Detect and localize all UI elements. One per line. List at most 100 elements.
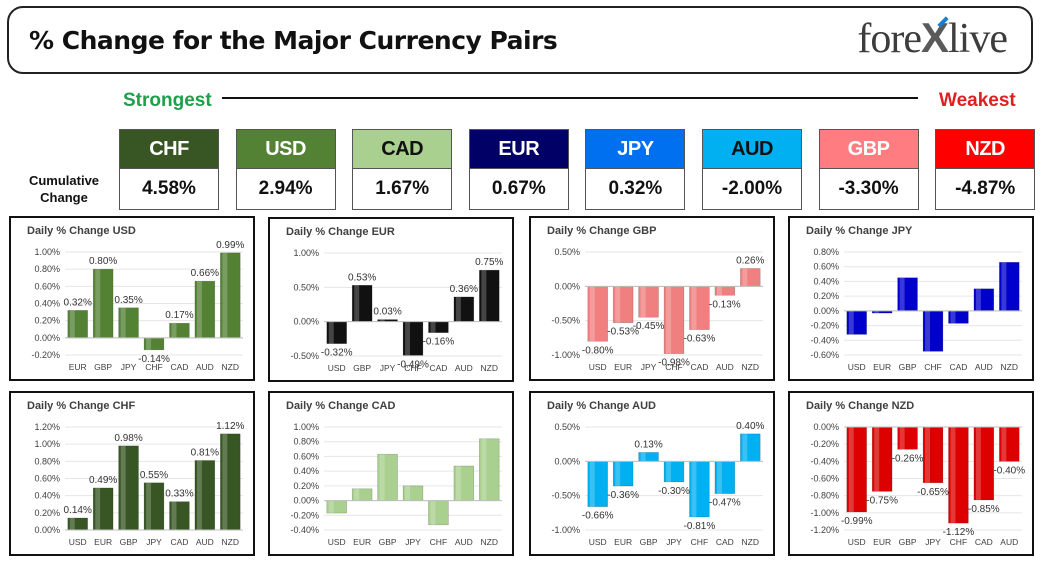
strongest-label: Strongest	[123, 90, 212, 111]
bar-highlight	[615, 286, 621, 323]
x-tick-label: USD	[328, 363, 346, 373]
y-tick-label: 1.00%	[293, 422, 319, 432]
data-label: 0.98%	[114, 433, 142, 444]
currency-box-eur: EUR 0.67%	[468, 129, 569, 210]
cumulative-value: 4.58%	[120, 169, 218, 209]
data-label: -0.66%	[582, 511, 614, 522]
bar-highlight	[615, 461, 621, 487]
bar-highlight	[69, 310, 75, 338]
bar-highlight	[95, 269, 101, 338]
data-label: -0.45%	[633, 321, 665, 332]
y-tick-label: -1.00%	[551, 350, 580, 360]
x-tick-label: JPY	[380, 363, 396, 373]
y-tick-label: 0.00%	[34, 333, 60, 343]
bar-highlight	[589, 461, 595, 507]
data-label: 0.40%	[736, 421, 764, 432]
chart-jpy: Daily % Change JPY 0.80% 0.60% 0.40% 0.20% 0.…	[788, 216, 1034, 381]
x-tick-label: USD	[589, 537, 607, 547]
cumulative-value: 0.67%	[469, 169, 568, 209]
y-tick-label: -0.40%	[810, 335, 839, 345]
y-tick-label: -0.20%	[810, 439, 839, 449]
data-label: -0.99%	[841, 516, 873, 527]
data-label: -0.75%	[866, 495, 898, 506]
data-label: -0.36%	[607, 490, 639, 501]
data-label: 0.49%	[89, 475, 117, 486]
bar-highlight	[481, 438, 487, 501]
x-tick-label: JPY	[641, 362, 657, 372]
x-tick-label: JPY	[121, 362, 137, 372]
chart-chf: Daily % Change CHF 1.20% 1.00% 0.80% 0.60% 0.…	[9, 391, 255, 556]
data-label: 0.17%	[165, 310, 193, 321]
x-tick-label: JPY	[666, 537, 682, 547]
currency-code: JPY	[586, 130, 685, 169]
bar-highlight	[691, 461, 697, 517]
chart-title: Daily % Change CHF	[27, 400, 136, 412]
bar-highlight	[379, 454, 385, 501]
y-tick-label: 0.80%	[293, 437, 319, 447]
bar-highlight	[589, 286, 595, 342]
currency-box-nzd: NZD -4.87%	[935, 129, 1036, 210]
chart-title: Daily % Change EUR	[286, 226, 395, 238]
data-label: 1.12%	[216, 421, 244, 432]
chart-eur: Daily % Change EUR 1.00% 0.50% 0.00% -0.50% U…	[268, 217, 514, 382]
bar-highlight	[222, 433, 228, 530]
y-tick-label: 0.80%	[813, 247, 839, 257]
bar-highlight	[430, 500, 436, 525]
data-label: 0.81%	[191, 447, 219, 458]
x-tick-label: CAD	[949, 362, 967, 372]
bar-highlight	[146, 482, 152, 530]
header-bar: % Change for the Major Currency Pairs fo…	[7, 6, 1033, 74]
chart-cad: Daily % Change CAD 1.00% 0.80% 0.60% 0.40% 0.…	[268, 391, 514, 556]
bar-highlight	[405, 485, 411, 501]
data-label: 0.36%	[450, 284, 478, 295]
data-label: -0.26%	[892, 453, 924, 464]
y-tick-label: 0.50%	[554, 422, 580, 432]
currency-box-chf: CHF 4.58%	[119, 129, 219, 210]
data-label: 0.53%	[348, 272, 376, 283]
x-tick-label: AUD	[975, 362, 993, 372]
bar-highlight	[481, 270, 487, 322]
x-tick-label: CAD	[170, 362, 188, 372]
data-label: 0.33%	[165, 489, 193, 500]
currency-box-jpy: JPY 0.32%	[585, 129, 686, 210]
bar-highlight	[975, 288, 981, 311]
x-tick-label: NZD	[222, 362, 239, 372]
x-tick-label: EUR	[614, 362, 632, 372]
y-tick-label: 1.00%	[34, 247, 60, 257]
chart-title: Daily % Change GBP	[547, 225, 657, 237]
bar-highlight	[742, 433, 748, 462]
x-tick-label: AUD	[455, 537, 473, 547]
bar-highlight	[666, 461, 672, 482]
bar-highlight	[222, 252, 228, 338]
y-tick-label: 0.40%	[34, 299, 60, 309]
y-tick-label: -0.20%	[810, 321, 839, 331]
currency-code: NZD	[936, 130, 1035, 169]
bar-highlight	[146, 337, 152, 350]
x-tick-label: USD	[848, 537, 866, 547]
x-tick-label: CAD	[716, 537, 734, 547]
cumulative-value: 2.94%	[236, 169, 335, 209]
bar-highlight	[950, 427, 956, 524]
x-tick-label: USD	[848, 362, 866, 372]
x-tick-label: NZD	[481, 537, 498, 547]
data-label: -0.14%	[138, 354, 170, 365]
y-tick-label: -1.20%	[810, 525, 839, 535]
bar-highlight	[69, 517, 75, 530]
y-tick-label: 0.20%	[813, 291, 839, 301]
data-label: -0.49%	[397, 359, 429, 370]
y-tick-label: -1.00%	[551, 525, 580, 535]
x-tick-label: CHF	[665, 362, 682, 372]
y-tick-label: 0.00%	[813, 306, 839, 316]
x-tick-label: EUR	[353, 537, 371, 547]
chart-title: Daily % Change AUD	[547, 400, 657, 412]
bar-highlight	[666, 286, 672, 354]
bar-highlight	[455, 296, 461, 322]
x-tick-label: NZD	[481, 363, 498, 373]
currency-box-aud: AUD -2.00%	[702, 129, 802, 210]
x-tick-label: AUD	[716, 362, 734, 372]
x-tick-label: AUD	[455, 363, 473, 373]
data-label: -0.65%	[917, 487, 949, 498]
bar-highlight	[848, 427, 854, 512]
data-label: 0.80%	[89, 256, 117, 267]
y-tick-label: -1.00%	[810, 508, 839, 518]
